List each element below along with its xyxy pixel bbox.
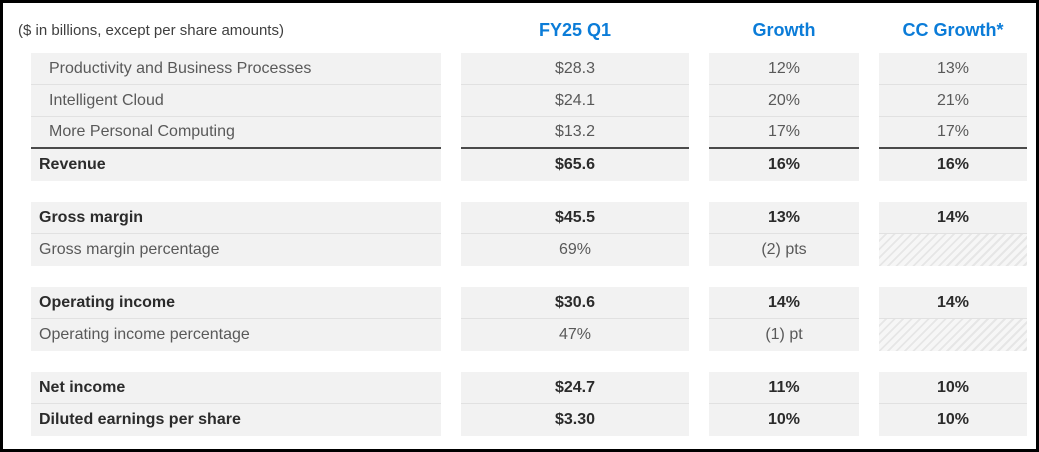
cell-fy25-q1: 47%: [461, 319, 689, 351]
row-group-spacer: [31, 351, 1027, 372]
row-group-spacer: [31, 266, 1027, 287]
row-label: Operating income percentage: [31, 319, 441, 351]
row-label: Gross margin: [31, 202, 441, 234]
cell-growth: 12%: [709, 53, 859, 85]
cell-cc-growth: 10%: [879, 372, 1027, 404]
cell-fy25-q1: $45.5: [461, 202, 689, 234]
cell-fy25-q1: $28.3: [461, 53, 689, 85]
column-header-growth: Growth: [752, 19, 816, 40]
cell-growth: 17%: [709, 117, 859, 149]
row-label: Net income: [31, 372, 441, 404]
cell-fy25-q1: $30.6: [461, 287, 689, 319]
cell-fy25-q1: $3.30: [461, 404, 689, 436]
cell-cc-growth: 14%: [879, 202, 1027, 234]
column-header-cc-growth: CC Growth*: [902, 19, 1004, 40]
row-label: Productivity and Business Processes: [31, 53, 441, 85]
cell-cc-growth: 16%: [879, 149, 1027, 181]
row-label: Revenue: [31, 149, 441, 181]
financial-summary-table: ($ in billions, except per share amounts…: [3, 3, 1036, 436]
cell-growth: 16%: [709, 149, 859, 181]
cell-cc-growth: 14%: [879, 287, 1027, 319]
cell-growth: (1) pt: [709, 319, 859, 351]
row-label: Diluted earnings per share: [31, 404, 441, 436]
cell-fy25-q1: $24.1: [461, 85, 689, 117]
row-label: Intelligent Cloud: [31, 85, 441, 117]
row-label: Gross margin percentage: [31, 234, 441, 266]
cell-cc-growth: 13%: [879, 53, 1027, 85]
row-label: More Personal Computing: [31, 117, 441, 149]
cell-fy25-q1: $13.2: [461, 117, 689, 149]
cell-cc-growth: 21%: [879, 85, 1027, 117]
row-group-spacer: [31, 181, 1027, 202]
cell-cc-growth: 17%: [879, 117, 1027, 149]
cell-growth: 11%: [709, 372, 859, 404]
cell-growth: 14%: [709, 287, 859, 319]
cell-fy25-q1: 69%: [461, 234, 689, 266]
column-header-fy25-q1: FY25 Q1: [538, 19, 612, 40]
cell-growth: 13%: [709, 202, 859, 234]
table-caption: ($ in billions, except per share amounts…: [18, 21, 284, 39]
cell-cc-growth: 10%: [879, 404, 1027, 436]
cell-fy25-q1: $24.7: [461, 372, 689, 404]
cell-fy25-q1: $65.6: [461, 149, 689, 181]
cell-growth: 20%: [709, 85, 859, 117]
hatched-cell-cc-growth: [879, 234, 1027, 266]
cell-growth: 10%: [709, 404, 859, 436]
hatched-cell-cc-growth: [879, 319, 1027, 351]
row-label: Operating income: [31, 287, 441, 319]
cell-growth: (2) pts: [709, 234, 859, 266]
